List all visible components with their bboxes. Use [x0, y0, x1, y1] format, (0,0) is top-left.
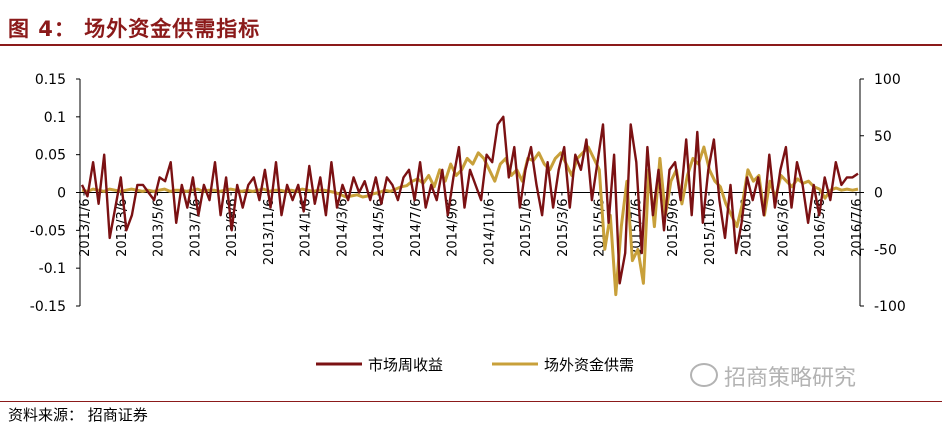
x-tick-label: 2015/1/6: [519, 199, 534, 257]
right-tick-label: 100: [874, 72, 901, 88]
x-tick-label: 2013/1/6: [78, 199, 93, 257]
left-tick-label: 0: [57, 186, 66, 202]
x-tick-label: 2013/5/6: [152, 199, 167, 257]
legend-label: 市场周收益: [368, 356, 443, 374]
x-tick-label: 2014/5/6: [372, 199, 387, 257]
wechat-icon: [690, 363, 718, 387]
legend-item-fund-flow: 场外资金供需: [492, 356, 634, 374]
x-tick-label: 2014/11/6: [482, 199, 497, 266]
right-tick-label: -100: [874, 299, 906, 315]
legend: 市场周收益 场外资金供需: [316, 356, 634, 374]
watermark-text: 招商策略研究: [724, 366, 857, 391]
x-tick-label: 2014/3/6: [335, 199, 350, 257]
watermark: 招商策略研究: [690, 360, 856, 392]
title-rule: [0, 44, 942, 46]
left-tick-label: 0.1: [44, 110, 66, 126]
line-chart: 0.15 0.1 0.05 0 -0.05 -0.1 -0.15 100 50 0 -50 -100 2…: [30, 72, 906, 374]
left-tick-label: 0.05: [35, 148, 66, 164]
right-tick-label: 50: [874, 129, 892, 145]
x-tick-label: 2014/7/6: [409, 199, 424, 257]
series-layer: [80, 115, 859, 297]
right-tick-label: 0: [874, 186, 883, 202]
x-tick-label: 2015/11/6: [703, 199, 718, 266]
figure-title: 图 4： 场外资金供需指标: [8, 17, 261, 41]
x-tick-label: 2016/3/6: [776, 199, 791, 257]
source-note: 资料来源： 招商证券: [8, 406, 148, 424]
x-tick-label: 2014/9/6: [446, 198, 461, 256]
series-market-return-line: [80, 115, 859, 285]
legend-label: 场外资金供需: [544, 356, 634, 374]
left-tick-label: -0.15: [30, 299, 66, 315]
x-tick-label: 2015/9/6: [666, 199, 681, 257]
x-tick-label: 2013/3/6: [115, 199, 130, 257]
axes-layer: 0.15 0.1 0.05 0 -0.05 -0.1 -0.15 100 50 0 -50 -100 2…: [30, 72, 906, 315]
left-tick-label: 0.15: [35, 72, 66, 88]
left-tick-label: -0.05: [30, 223, 66, 239]
x-tick-label: 2016/7/6: [850, 199, 865, 257]
x-tick-label: 2016/5/6: [813, 199, 828, 257]
legend-item-market-return: 市场周收益: [316, 356, 443, 374]
x-tick-label: 2013/11/6: [262, 199, 277, 266]
left-tick-label: -0.1: [39, 261, 66, 277]
right-tick-label: -50: [874, 242, 897, 258]
x-tick-label: 2014/1/6: [299, 199, 314, 257]
x-tick-label: 2015/3/6: [556, 199, 571, 257]
source-rule: [0, 401, 942, 402]
